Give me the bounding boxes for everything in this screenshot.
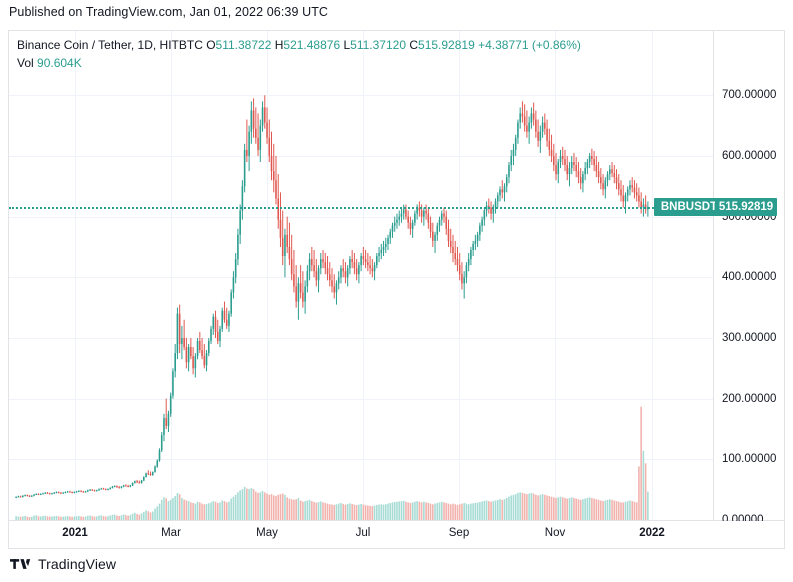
current-price-line — [9, 207, 713, 209]
time-axis-tick: Mar — [161, 527, 181, 539]
horizontal-gridline — [9, 217, 713, 218]
price-axis-tick: 100.00000 — [722, 453, 777, 465]
tradingview-mark-icon — [10, 559, 31, 569]
time-axis-tick: May — [256, 527, 278, 539]
time-axis-tick: Nov — [544, 527, 566, 539]
vertical-gridline — [267, 31, 268, 520]
vertical-gridline — [75, 31, 76, 520]
legend-change: +4.38771 (+0.86%) — [478, 38, 581, 52]
horizontal-gridline — [9, 459, 713, 460]
price-axis-tick: 200.00000 — [722, 393, 777, 405]
legend-volume-label: Vol — [17, 56, 34, 70]
time-axis-tick: Sep — [448, 527, 470, 539]
chart-legend: Binance Coin / Tether, 1D, HITBTC O511.3… — [17, 37, 581, 71]
chart-frame: Binance Coin / Tether, 1D, HITBTC O511.3… — [8, 30, 785, 526]
legend-close-value: 515.92819 — [418, 38, 475, 52]
time-axis[interactable]: 2021 Mar May Jul Sep Nov 2022 — [8, 521, 785, 549]
legend-high-value: 521.48876 — [283, 38, 341, 52]
tradingview-wordmark: TradingView — [38, 556, 117, 572]
legend-open-label: O — [206, 38, 216, 52]
vertical-gridline — [652, 31, 653, 520]
price-axis-tick: 600.00000 — [722, 150, 777, 162]
symbol-badge: BNBUSDT — [653, 198, 725, 216]
tradingview-logo[interactable]: TradingView — [10, 556, 116, 572]
horizontal-gridline — [9, 95, 713, 96]
legend-low-value: 511.37120 — [350, 38, 407, 52]
time-axis-tick: 2022 — [639, 527, 665, 539]
volume-series — [15, 406, 649, 520]
legend-high-label: H — [274, 38, 284, 52]
legend-symbol[interactable]: Binance Coin / Tether, 1D, HITBTC — [17, 38, 203, 52]
time-axis-tick: Jul — [355, 527, 371, 539]
horizontal-gridline — [9, 338, 713, 339]
horizontal-gridline — [9, 156, 713, 157]
vertical-gridline — [555, 31, 556, 520]
horizontal-gridline — [9, 277, 713, 278]
legend-low-label: L — [343, 38, 351, 52]
horizontal-gridline — [9, 399, 713, 400]
candlestick-series — [15, 95, 649, 499]
legend-close-label: C — [409, 38, 419, 52]
chart-plot-pane[interactable]: Binance Coin / Tether, 1D, HITBTC O511.3… — [9, 31, 713, 520]
current-price-badge: 515.92819 — [715, 198, 777, 216]
vertical-gridline — [363, 31, 364, 520]
vertical-gridline — [171, 31, 172, 520]
price-axis-tick: 300.00000 — [722, 332, 777, 344]
published-caption: Published on TradingView.com, Jan 01, 20… — [9, 5, 329, 19]
price-axis[interactable]: 700.00000 600.00000 500.00000 400.00000 300.… — [713, 31, 784, 526]
time-axis-tick: 2021 — [62, 527, 88, 539]
legend-open-value: 511.38722 — [215, 38, 272, 52]
legend-volume-value: 90.604K — [37, 56, 82, 70]
price-axis-tick: 400.00000 — [722, 271, 777, 283]
price-axis-tick: 700.00000 — [722, 89, 777, 101]
